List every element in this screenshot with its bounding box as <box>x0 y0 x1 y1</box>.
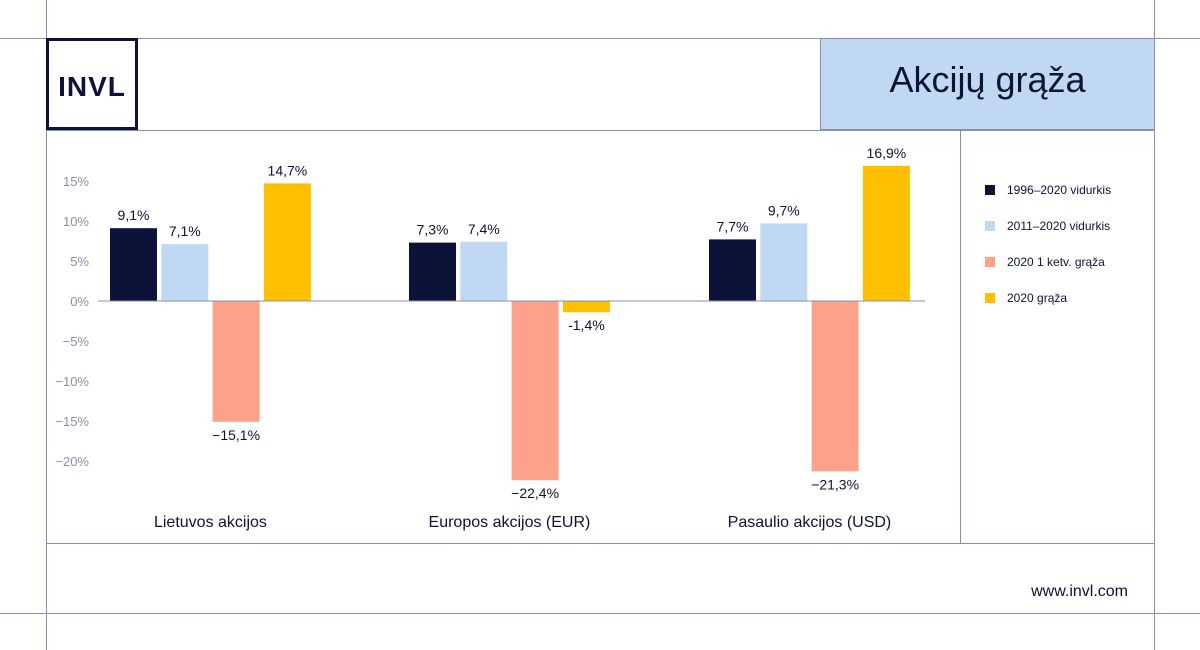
y-tick-label: −10% <box>55 374 89 389</box>
legend-label: 2011–2020 vidurkis <box>1007 219 1111 233</box>
category-label: Pasaulio akcijos (USD) <box>728 514 892 531</box>
legend-swatch <box>985 293 995 303</box>
legend-label: 1996–2020 vidurkis <box>1007 183 1112 197</box>
bar <box>110 228 157 301</box>
data-label: 14,7% <box>268 162 308 178</box>
legend-swatch <box>985 221 995 231</box>
bar <box>263 183 311 301</box>
data-label: 9,7% <box>768 202 800 218</box>
title-box: Akcijų grąža <box>820 38 1155 130</box>
legend-item: 2011–2020 vidurkis <box>985 208 1185 244</box>
frame-line-left <box>46 0 47 650</box>
bar <box>862 165 910 301</box>
legend-swatch <box>985 185 995 195</box>
frame-line-top <box>0 38 1200 39</box>
category-label: Europos akcijos (EUR) <box>429 514 591 531</box>
bar <box>212 301 260 422</box>
legend-swatch <box>985 257 995 267</box>
data-label: −21,3% <box>811 476 859 492</box>
footer-url[interactable]: www.invl.com <box>1031 583 1128 600</box>
category-label: Lietuvos akcijos <box>154 514 267 531</box>
data-label: −22,4% <box>511 485 559 501</box>
y-tick-label: −15% <box>55 414 89 429</box>
logo: INVL <box>46 38 138 130</box>
data-label: 7,7% <box>717 218 749 234</box>
bar <box>709 239 756 301</box>
bar <box>460 241 508 301</box>
data-label: 16,9% <box>867 145 907 161</box>
frame-line-header-bottom <box>46 130 1155 131</box>
bar-chart: 15% 10% 5% 0% −5% −10% −15% −20% 9,1% 7,3% 7,7% 7,1… <box>55 145 925 531</box>
frame-line-right <box>1154 0 1155 650</box>
y-tick-label: 0% <box>70 294 89 309</box>
data-label: -1,4% <box>568 317 605 333</box>
bar <box>511 301 559 481</box>
bar <box>562 301 610 313</box>
frame-line-chart-bottom <box>46 543 1155 544</box>
chart-legend: 1996–2020 vidurkis 2011–2020 vidurkis 2020… <box>985 172 1185 316</box>
data-label: 7,3% <box>417 222 449 238</box>
frame-line-legend-divider <box>960 130 961 543</box>
y-tick-label: 15% <box>63 174 89 189</box>
legend-item: 2020 grąža <box>985 280 1185 316</box>
bar <box>409 242 456 301</box>
page-title: Akcijų grąža <box>889 59 1086 100</box>
legend-label: 2020 1 ketv. grąža <box>1007 255 1105 269</box>
data-label: 7,4% <box>468 221 500 237</box>
bar <box>161 244 209 301</box>
y-tick-label: 5% <box>70 254 89 269</box>
bar <box>811 301 859 472</box>
bar <box>760 223 808 301</box>
logo-text: INVL <box>58 71 126 102</box>
legend-item: 2020 1 ketv. grąža <box>985 244 1185 280</box>
data-label: 7,1% <box>169 223 201 239</box>
frame-line-footer <box>0 613 1200 614</box>
legend-item: 1996–2020 vidurkis <box>985 172 1185 208</box>
y-tick-label: −5% <box>63 334 90 349</box>
data-label: −15,1% <box>212 427 260 443</box>
data-label: 9,1% <box>118 207 150 223</box>
y-tick-label: 10% <box>63 214 89 229</box>
y-tick-label: −20% <box>55 454 89 469</box>
legend-label: 2020 grąža <box>1007 291 1068 305</box>
